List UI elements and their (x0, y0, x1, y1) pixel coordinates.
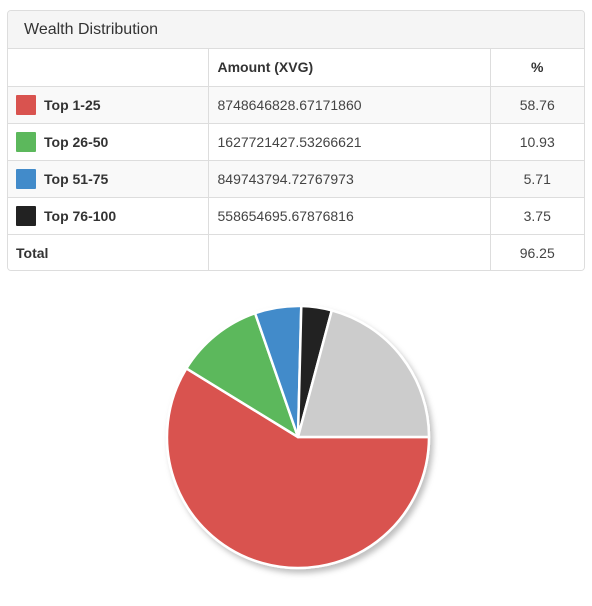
header-amount: Amount (XVG) (208, 49, 491, 86)
row-label: Top 1-25 (44, 96, 101, 113)
table-header-row: Amount (XVG) % (8, 49, 584, 86)
row-amount: 8748646828.67171860 (208, 85, 491, 123)
color-swatch-blue (16, 168, 36, 189)
row-name-cell: Top 26-50 (8, 122, 209, 160)
row-percent: 3.75 (490, 196, 584, 234)
row-amount: 849743794.72767973 (208, 159, 491, 197)
total-label: Total (8, 233, 209, 270)
pie-slice-top-1-25 (165, 367, 431, 570)
pie-chart-svg (165, 304, 431, 570)
row-amount: 558654695.67876816 (208, 196, 491, 234)
table-row-top-51-75: Top 51-75 849743794.72767973 5.71 (8, 159, 584, 197)
row-label: Top 26-50 (44, 133, 109, 150)
table-row-top-76-100: Top 76-100 558654695.67876816 3.75 (8, 196, 584, 234)
color-swatch-red (16, 94, 36, 115)
header-percent: % (531, 59, 544, 76)
row-name-cell: Top 1-25 (8, 85, 209, 123)
row-percent: 58.76 (490, 85, 584, 123)
table-row-top-26-50: Top 26-50 1627721427.53266621 10.93 (8, 122, 584, 160)
color-swatch-black (16, 205, 36, 226)
panel-title: Wealth Distribution (8, 11, 584, 49)
total-amount (208, 233, 491, 270)
wealth-pie-chart (0, 280, 592, 600)
table-row-top-1-25: Top 1-25 8748646828.67171860 58.76 (8, 85, 584, 123)
header-name (8, 49, 209, 86)
wealth-distribution-panel: Wealth Distribution Amount (XVG) % Top 1… (7, 10, 585, 271)
row-label: Top 51-75 (44, 170, 109, 187)
pie-slice-top-26-50 (185, 311, 300, 439)
row-amount: 1627721427.53266621 (208, 122, 491, 160)
wealth-distribution-table: Amount (XVG) % Top 1-25 8748646828.67171… (8, 49, 584, 270)
pie-slice-rest (296, 309, 431, 439)
table-row-total: Total 96.25 (8, 233, 584, 270)
row-percent: 5.71 (490, 159, 584, 197)
row-label: Top 76-100 (44, 207, 117, 224)
row-name-cell: Top 51-75 (8, 159, 209, 197)
total-percent: 96.25 (490, 233, 584, 270)
row-name-cell: Top 76-100 (8, 196, 209, 234)
row-percent: 10.93 (490, 122, 584, 160)
color-swatch-green (16, 131, 36, 152)
